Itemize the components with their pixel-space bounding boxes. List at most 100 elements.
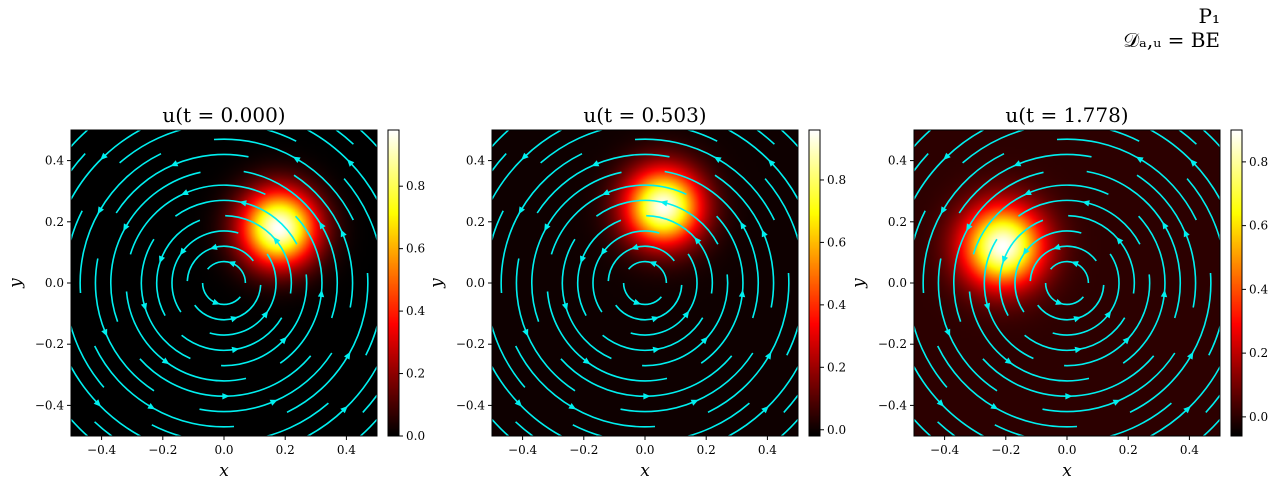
streamline-arrow bbox=[1162, 221, 1169, 230]
streamline-arrow bbox=[180, 189, 189, 195]
colorbar-frame bbox=[808, 129, 821, 437]
x-tick-label: 0.2 bbox=[276, 443, 295, 457]
streamline-arc bbox=[994, 402, 1172, 436]
streamline-arrow bbox=[460, 375, 466, 383]
streamline-arrow bbox=[1002, 255, 1008, 264]
streamline-arrow bbox=[630, 243, 639, 250]
streamline-arrow bbox=[1112, 399, 1121, 406]
streamline-arrow bbox=[936, 399, 944, 407]
streamline-arrow bbox=[161, 357, 170, 365]
colorbar-tick-label: 0.4 bbox=[1249, 282, 1268, 296]
x-tick-label: 0.4 bbox=[1180, 443, 1199, 457]
streamline-arrow bbox=[1023, 189, 1032, 195]
streamline-arrow bbox=[983, 302, 990, 311]
heatmap-1 bbox=[71, 130, 377, 436]
streamline-arrow bbox=[212, 298, 221, 305]
streamline-arrow bbox=[170, 160, 179, 167]
streamlines-2 bbox=[460, 93, 806, 473]
streamline-arrow bbox=[521, 152, 529, 160]
streamline-arrow bbox=[227, 261, 236, 268]
streamline-arrow bbox=[1055, 298, 1064, 305]
streamline-arrow bbox=[261, 310, 269, 319]
streamline-arrow bbox=[123, 223, 130, 232]
heatmap-3 bbox=[914, 130, 1220, 436]
colorbar-tick-label: 0.0 bbox=[406, 429, 425, 443]
colorbar-tick-label: 0.8 bbox=[827, 173, 846, 187]
y-axis-label: y bbox=[6, 278, 26, 289]
header-scheme-label: P₁ bbox=[1198, 4, 1220, 28]
streamline-arrow bbox=[347, 159, 355, 167]
streamline-arrow bbox=[1122, 336, 1130, 345]
x-tick-label: −0.4 bbox=[508, 443, 538, 457]
streamline-arrow bbox=[800, 260, 806, 268]
streamline-arrow bbox=[1093, 93, 1101, 99]
y-tick-label: 0.2 bbox=[466, 215, 485, 229]
streamline-arrow bbox=[93, 399, 101, 407]
streamline-arrow bbox=[633, 298, 642, 305]
streamline-arrow bbox=[34, 249, 40, 257]
streamline-arrow bbox=[518, 206, 525, 215]
streamline-arrow bbox=[1022, 247, 1030, 256]
streamline-arrow bbox=[1222, 260, 1228, 268]
streamline-arrow bbox=[740, 221, 747, 230]
streamline-arrow bbox=[522, 328, 529, 337]
streamline-arrow bbox=[159, 255, 165, 264]
x-tick-label: −0.2 bbox=[569, 443, 598, 457]
x-tick-label: 0.0 bbox=[1057, 443, 1076, 457]
streamline-arrow bbox=[943, 152, 951, 160]
streamline-arrow bbox=[222, 393, 230, 400]
header-time-discretization-label: 𝒟ₐ,ᵤ = BE bbox=[1123, 28, 1220, 52]
x-axis-label: x bbox=[219, 461, 229, 481]
x-tick-label: −0.2 bbox=[991, 443, 1020, 457]
colorbar-tick-label: 0.4 bbox=[406, 304, 425, 318]
streamline-arrow bbox=[738, 289, 746, 298]
streamline-arrow bbox=[561, 302, 568, 311]
streamline-arrow bbox=[209, 243, 218, 250]
streamline-arc bbox=[914, 210, 948, 388]
x-axis-label: x bbox=[640, 461, 650, 481]
streamline-arrow bbox=[591, 160, 600, 167]
streamline-arrow bbox=[580, 255, 586, 264]
streamline-arrow bbox=[230, 316, 239, 323]
streamline-arrow bbox=[643, 393, 651, 400]
streamline-arrow bbox=[671, 93, 679, 99]
streamline-arrow bbox=[611, 467, 619, 473]
colorbar-tick-label: 0.2 bbox=[1249, 346, 1268, 360]
streamline-arrow bbox=[140, 302, 147, 311]
streamline-arrow bbox=[1070, 261, 1079, 268]
streamline-arrow bbox=[1013, 160, 1022, 167]
streamline-arrow bbox=[379, 260, 385, 268]
streamline-arrow bbox=[660, 200, 668, 207]
streamline-arrow bbox=[940, 206, 947, 215]
y-tick-label: 0.2 bbox=[45, 215, 64, 229]
panel-3: −0.4 −0.4 −0.2 −0.2 0.0 0.0 0.2 0.2 0.4 0.4 x y u(t … bbox=[849, 93, 1268, 481]
streamline-arrow bbox=[1073, 316, 1082, 323]
streamline-arrow bbox=[1116, 237, 1124, 245]
streamline-arrow bbox=[239, 438, 247, 444]
streamline-arrow bbox=[190, 467, 198, 473]
streamline-arrow bbox=[1251, 309, 1257, 317]
streamline-arc bbox=[71, 210, 105, 388]
y-tick-label: −0.4 bbox=[35, 398, 65, 412]
streamline-arrow bbox=[273, 237, 281, 245]
y-tick-label: 0.0 bbox=[45, 276, 64, 290]
streamline-arrow bbox=[1004, 357, 1013, 365]
streamline-arrow bbox=[239, 200, 247, 207]
panel-title: u(t = 1.778) bbox=[1005, 103, 1128, 127]
x-tick-label: −0.2 bbox=[148, 443, 177, 457]
streamline-arrow bbox=[601, 189, 610, 195]
x-tick-label: 0.4 bbox=[337, 443, 356, 457]
streamline-arrow bbox=[1074, 346, 1083, 354]
streamline-arrow bbox=[694, 237, 702, 245]
streamline-arrow bbox=[765, 351, 772, 360]
streamline-arc bbox=[962, 130, 1140, 164]
y-tick-label: 0.0 bbox=[466, 276, 485, 290]
streamline-arrow bbox=[340, 229, 347, 238]
streamline-arrow bbox=[125, 98, 133, 104]
x-tick-label: 0.0 bbox=[635, 443, 654, 457]
colorbar-tick-label: 0.4 bbox=[827, 298, 846, 312]
streamline-arrow bbox=[514, 399, 522, 407]
x-tick-label: −0.4 bbox=[930, 443, 960, 457]
streamline-arrow bbox=[906, 298, 912, 306]
